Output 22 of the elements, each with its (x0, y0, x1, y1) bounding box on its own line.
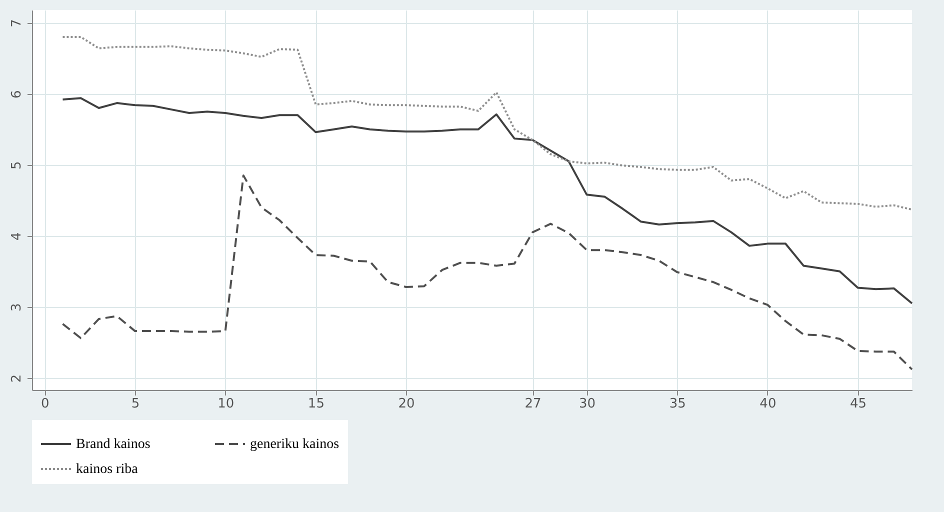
x-tick-label: 5 (131, 396, 140, 412)
y-tick-label: 2 (10, 374, 24, 383)
x-tick-label: 27 (524, 396, 542, 412)
line-series (62, 174, 913, 370)
x-tick-label: 0 (41, 396, 50, 412)
x-tick-label: 40 (760, 396, 776, 412)
y-tick-label: 7 (10, 19, 24, 28)
y-tick-label: 5 (10, 161, 24, 170)
x-tick-label: 10 (218, 396, 234, 412)
x-tick-label: 35 (669, 396, 686, 412)
line-series (62, 97, 913, 304)
line-series (62, 36, 913, 211)
y-tick-label: 4 (10, 232, 24, 241)
x-tick-label: 45 (850, 396, 867, 412)
x-tick-label: 30 (578, 396, 596, 412)
y-tick-label: 3 (10, 303, 24, 312)
legend-label: generiku kainos (250, 437, 340, 452)
x-tick-label: 15 (308, 396, 324, 412)
legend-label: Brand kainos (76, 437, 150, 452)
x-tick-label: 20 (398, 396, 415, 412)
y-tick-label: 6 (10, 90, 24, 98)
legend-label: kainos riba (76, 462, 139, 477)
